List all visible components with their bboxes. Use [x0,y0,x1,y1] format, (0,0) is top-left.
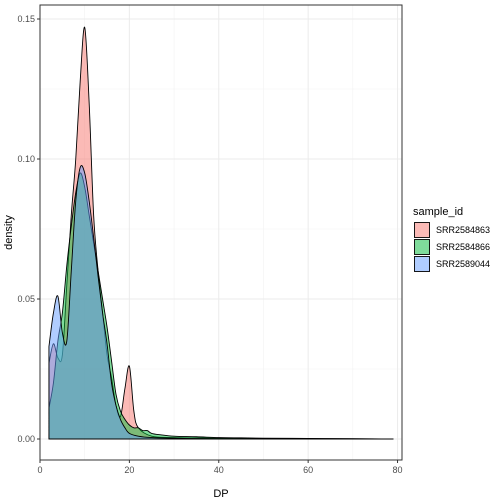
series-layer [48,26,394,440]
legend-label-srr2584863: SRR2584863 [436,225,490,235]
legend-title: sample_id [413,206,463,218]
x-axis-title: DP [213,488,228,500]
x-tick-label: 60 [303,465,313,475]
legend-items: SRR2584863 SRR2584866 SRR2589044 [414,222,490,272]
x-tick-label: 20 [124,465,134,475]
legend-key-srr2584863 [414,222,430,238]
legend-label-srr2589044: SRR2589044 [436,259,490,269]
y-tick-label: 0.05 [17,294,35,304]
y-axis: 0.00 0.05 0.10 0.15 [17,14,40,444]
y-tick-label: 0.15 [17,14,35,24]
x-axis: 0 20 40 60 80 [37,460,403,475]
x-tick-label: 80 [393,465,403,475]
legend: sample_id SRR2584863 SRR2584866 SRR2589044 [413,206,490,272]
legend-key-srr2584866 [414,239,430,255]
panel-border [39,4,403,461]
density-area-srr2589044 [48,165,394,440]
x-tick-label: 0 [37,465,42,475]
x-tick-label: 40 [214,465,224,475]
legend-label-srr2584866: SRR2584866 [436,242,490,252]
legend-key-srr2589044 [414,256,430,272]
y-axis-title: density [3,215,15,250]
y-tick-label: 0.10 [17,154,35,164]
y-tick-label: 0.00 [17,434,35,444]
